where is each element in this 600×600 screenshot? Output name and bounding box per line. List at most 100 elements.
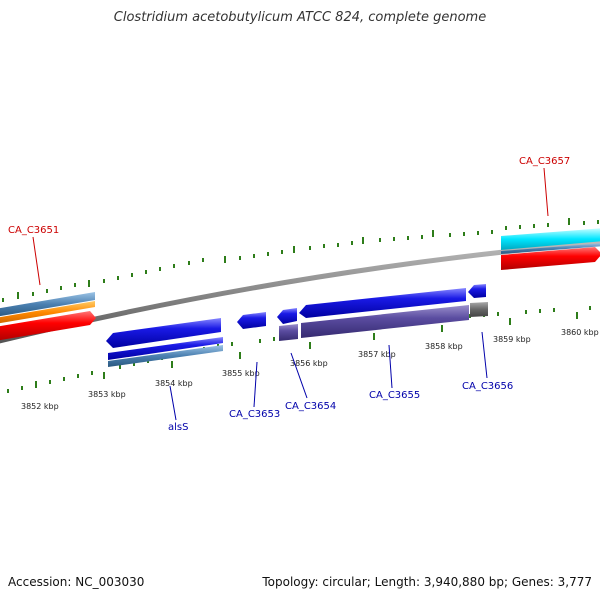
ca-c3656-gray-feature[interactable]	[470, 302, 488, 317]
red-feature[interactable]	[0, 311, 96, 341]
tick-mark	[239, 256, 241, 260]
tick-mark	[568, 218, 570, 225]
tick-mark	[441, 325, 443, 332]
tick-mark	[432, 230, 434, 237]
tick-mark	[60, 286, 62, 290]
leader-line-c3653	[253, 361, 258, 408]
tick-mark	[553, 308, 555, 312]
tick-mark	[2, 298, 4, 302]
gene-label-c3654[interactable]: CA_C3654	[285, 401, 336, 412]
tick-mark	[103, 279, 105, 283]
tick-mark	[171, 361, 173, 368]
tick-mark	[21, 386, 23, 390]
tick-mark	[309, 342, 311, 349]
tick-mark	[133, 362, 135, 366]
tick-mark	[253, 254, 255, 258]
tick-mark	[519, 225, 521, 229]
tick-mark	[539, 309, 541, 313]
steel-blue-thin-feature[interactable]	[501, 243, 600, 254]
cyan-feature[interactable]	[501, 228, 600, 250]
tick-mark	[449, 233, 451, 237]
tick-mark	[46, 289, 48, 293]
ca-c3656-gene[interactable]	[468, 284, 486, 298]
alsS-steel-feature[interactable]	[108, 345, 223, 367]
orange-feature[interactable]	[0, 301, 95, 324]
tick-mark	[379, 238, 381, 242]
scale-label: 3852 kbp	[21, 402, 59, 411]
tick-mark	[323, 244, 325, 248]
tick-mark	[407, 236, 409, 240]
tick-mark	[188, 261, 190, 265]
tick-mark	[583, 221, 585, 225]
tick-mark	[477, 231, 479, 235]
leader-line-c3656	[481, 331, 488, 379]
scale-labels: 3852 kbp 3853 kbp 3854 kbp 3855 kbp 3856…	[21, 328, 599, 411]
alsS-gene[interactable]	[106, 318, 221, 348]
leader-lines	[32, 167, 549, 421]
tick-mark	[547, 223, 549, 227]
ca-c3653-gene[interactable]	[237, 312, 266, 329]
tick-mark	[103, 372, 105, 379]
tick-mark	[293, 246, 295, 253]
tick-mark	[597, 220, 599, 224]
tick-mark	[145, 270, 147, 274]
tick-mark	[393, 237, 395, 241]
tick-mark	[159, 267, 161, 271]
topology-text: Topology: circular; Length: 3,940,880 bp…	[262, 575, 592, 589]
tick-mark	[337, 243, 339, 247]
tick-mark	[525, 310, 527, 314]
scale-label: 3858 kbp	[425, 342, 463, 351]
scale-label: 3859 kbp	[493, 335, 531, 344]
leader-line-c3651	[32, 236, 41, 286]
tick-mark	[259, 339, 261, 343]
tick-mark	[202, 258, 204, 262]
accession-text: Accession: NC_003030	[8, 575, 145, 589]
tick-mark	[35, 381, 37, 388]
tick-mark	[491, 230, 493, 234]
tick-mark	[509, 318, 511, 325]
tick-mark	[576, 312, 578, 319]
ca-c3655-gene[interactable]	[299, 288, 466, 318]
ca-c3655-purple-feature[interactable]	[301, 305, 469, 338]
feature-group-c3657	[501, 228, 600, 270]
tick-mark	[49, 380, 51, 384]
gene-label-c3655[interactable]: CA_C3655	[369, 390, 420, 401]
tick-mark	[362, 237, 364, 244]
tick-mark	[373, 333, 375, 340]
tick-mark	[533, 224, 535, 228]
scale-label: 3855 kbp	[222, 369, 260, 378]
tick-mark	[239, 352, 241, 359]
tick-mark	[7, 389, 9, 393]
scale-label: 3857 kbp	[358, 350, 396, 359]
steel-blue-feature[interactable]	[0, 292, 95, 317]
red-feature[interactable]	[501, 247, 600, 270]
scale-label: 3860 kbp	[561, 328, 599, 337]
gene-label-c3657[interactable]: CA_C3657	[519, 156, 570, 167]
tick-mark	[32, 292, 34, 296]
ca-c3654-purple-feature[interactable]	[279, 324, 298, 341]
tick-mark	[91, 371, 93, 375]
feature-group-c3651	[0, 292, 96, 341]
gene-label-alss[interactable]: alsS	[168, 422, 188, 433]
gene-label-c3653[interactable]: CA_C3653	[229, 409, 280, 420]
ca-c3654-gene[interactable]	[277, 308, 297, 324]
tick-mark	[497, 312, 499, 316]
tick-mark	[88, 280, 90, 287]
reverse-strand-genes	[106, 284, 488, 367]
tick-mark	[273, 337, 275, 341]
tick-mark	[63, 377, 65, 381]
scale-label: 3854 kbp	[155, 379, 193, 388]
gene-label-c3656[interactable]: CA_C3656	[462, 381, 513, 392]
tick-mark	[231, 342, 233, 346]
map-title: Clostridium acetobutylicum ATCC 824, com…	[113, 10, 487, 25]
tick-mark	[119, 365, 121, 369]
alsS-secondary-feature[interactable]	[108, 337, 223, 360]
tick-mark	[74, 283, 76, 287]
tick-mark	[589, 306, 591, 310]
gene-label-c3651[interactable]: CA_C3651	[8, 225, 59, 236]
tick-mark	[17, 292, 19, 299]
tick-mark	[309, 246, 311, 250]
tick-mark	[224, 256, 226, 263]
tick-mark	[421, 235, 423, 239]
